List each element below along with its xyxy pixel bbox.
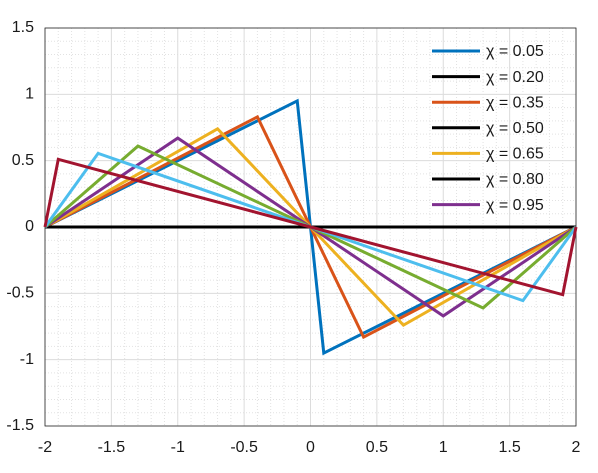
legend-label: χ = 0.80 (486, 171, 544, 188)
y-tick-label: -1 (20, 351, 34, 368)
legend-label: χ = 0.35 (486, 94, 544, 111)
x-tick-label: -1.5 (98, 439, 126, 456)
legend-label: χ = 0.05 (486, 43, 544, 60)
y-tick-label: -0.5 (6, 285, 34, 302)
legend-label: χ = 0.50 (486, 120, 544, 137)
x-tick-label: 0.5 (366, 439, 388, 456)
legend-label: χ = 0.65 (486, 146, 544, 163)
y-tick-label: 1.5 (12, 19, 34, 36)
line (43, 157, 578, 297)
y-tick-label: -1.5 (6, 417, 34, 434)
legend-label: χ = 0.20 (486, 69, 544, 86)
legend-label: χ = 0.95 (486, 197, 544, 214)
x-tick-label: 1 (439, 439, 448, 456)
x-tick-label: -1 (171, 439, 185, 456)
y-tick-label: 0 (25, 218, 34, 235)
x-tick-label: -0.5 (230, 439, 258, 456)
x-tick-label: 1.5 (499, 439, 521, 456)
y-tick-label: 1 (25, 86, 34, 103)
x-tick-label: 2 (572, 439, 581, 456)
y-tick-label: 0.5 (12, 152, 34, 169)
x-tick-label: 0 (306, 439, 315, 456)
x-tick-label: -2 (38, 439, 52, 456)
